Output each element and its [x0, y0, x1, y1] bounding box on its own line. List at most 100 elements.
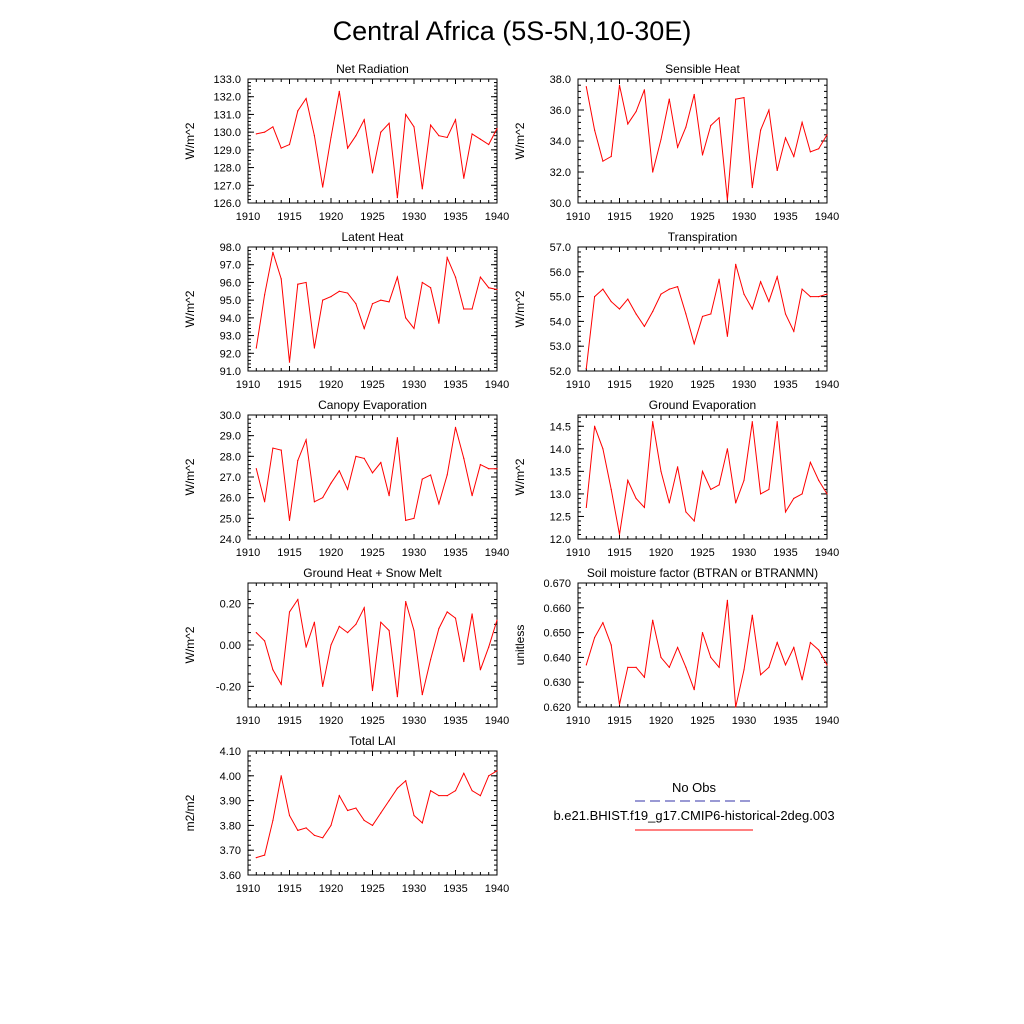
y-tick-label: 93.0 — [220, 331, 241, 343]
data-point — [438, 322, 440, 324]
data-point — [668, 98, 670, 100]
data-point — [585, 506, 587, 509]
panel-title: Soil moisture factor (BTRAN or BTRANMN) — [587, 566, 818, 580]
data-point — [793, 646, 795, 649]
y-tick-label: 0.20 — [220, 599, 241, 611]
y-tick-label: 128.0 — [213, 163, 241, 175]
data-point — [635, 497, 637, 500]
data-point — [768, 488, 770, 490]
data-point — [388, 122, 390, 124]
x-tick-label: 1930 — [732, 547, 756, 559]
y-tick-label: 30.0 — [550, 198, 571, 210]
data-point — [496, 619, 498, 621]
data-point — [471, 495, 473, 497]
data-point — [818, 479, 820, 481]
y-tick-label: 28.0 — [220, 451, 241, 463]
y-tick-label: 36.0 — [550, 105, 571, 117]
y-tick-label: 133.0 — [213, 74, 241, 86]
data-point — [388, 495, 390, 497]
data-point — [430, 658, 432, 661]
data-point — [280, 147, 282, 149]
data-point — [313, 501, 315, 503]
x-tick-label: 1915 — [277, 715, 301, 727]
panel-ground-evaporation: Ground Evaporation W/m^2 1910 1915 1920 1925 1… — [513, 398, 839, 559]
data-point — [313, 621, 315, 623]
data-point — [355, 455, 357, 457]
y-tick-label: 130.0 — [213, 127, 241, 139]
series-line — [255, 598, 498, 697]
y-tick-label: 129.0 — [213, 145, 241, 157]
data-point — [726, 599, 729, 601]
data-point — [809, 461, 812, 463]
data-point — [463, 308, 465, 310]
data-point — [405, 780, 407, 782]
data-point — [330, 644, 332, 646]
y-tick-label: 3.90 — [220, 796, 241, 808]
data-point — [280, 278, 282, 280]
y-axis-label: unitless — [513, 625, 527, 666]
data-point — [627, 666, 629, 668]
x-tick-label: 1915 — [277, 883, 301, 895]
x-tick-label: 1940 — [815, 547, 839, 559]
x-tick-label: 1915 — [277, 211, 301, 223]
data-point — [388, 800, 390, 802]
data-point — [660, 656, 662, 659]
x-tick-label: 1920 — [649, 211, 673, 223]
data-point — [405, 317, 407, 319]
y-tick-label: 127.0 — [213, 180, 241, 192]
y-tick-label: 3.60 — [220, 870, 241, 882]
x-tick-label: 1925 — [360, 715, 384, 727]
data-point — [322, 685, 324, 687]
data-point — [718, 117, 720, 119]
x-tick-label: 1930 — [402, 715, 426, 727]
data-point — [760, 493, 762, 495]
data-point — [264, 294, 266, 296]
y-tick-label: 54.0 — [550, 316, 571, 328]
data-point — [471, 613, 473, 615]
y-tick-label: 0.660 — [543, 603, 571, 615]
panel-title: Ground Evaporation — [649, 398, 756, 412]
data-point — [652, 619, 654, 621]
data-point — [363, 607, 365, 609]
panel-transpiration: Transpiration W/m^2 1910 1915 1920 1925 1930 19… — [513, 230, 839, 391]
data-point — [388, 301, 390, 303]
data-point — [693, 343, 695, 345]
data-point — [693, 689, 695, 691]
data-point — [272, 251, 274, 253]
legend-model-label: b.e21.BHIST.f19_g17.CMIP6-historical-2de… — [553, 808, 834, 823]
y-tick-label: 3.80 — [220, 820, 241, 832]
data-point — [726, 448, 729, 450]
data-point — [826, 493, 828, 495]
data-point — [272, 669, 274, 671]
data-point — [430, 790, 432, 792]
data-point — [660, 293, 662, 295]
x-tick-label: 1940 — [815, 211, 839, 223]
data-point — [488, 143, 490, 146]
data-point — [710, 124, 712, 127]
data-point — [735, 502, 737, 504]
x-tick-label: 1940 — [485, 379, 509, 391]
x-tick-label: 1940 — [485, 211, 509, 223]
panel-title: Transpiration — [668, 230, 738, 244]
data-point — [330, 296, 332, 298]
data-point — [610, 155, 612, 158]
data-point — [652, 421, 654, 423]
data-point — [652, 310, 654, 313]
panel-title: Sensible Heat — [665, 62, 740, 76]
data-point — [396, 696, 398, 698]
data-point — [471, 133, 473, 135]
data-point — [585, 664, 587, 666]
data-point — [446, 136, 448, 139]
x-tick-label: 1915 — [277, 547, 301, 559]
data-point — [454, 426, 457, 428]
data-point — [355, 807, 357, 809]
y-tick-label: 0.670 — [543, 578, 571, 590]
x-tick-label: 1925 — [690, 379, 714, 391]
data-point — [347, 632, 349, 634]
x-tick-label: 1925 — [360, 211, 384, 223]
data-point — [454, 119, 457, 121]
data-point — [405, 601, 407, 603]
x-tick-label: 1915 — [607, 547, 631, 559]
x-tick-label: 1910 — [236, 715, 260, 727]
